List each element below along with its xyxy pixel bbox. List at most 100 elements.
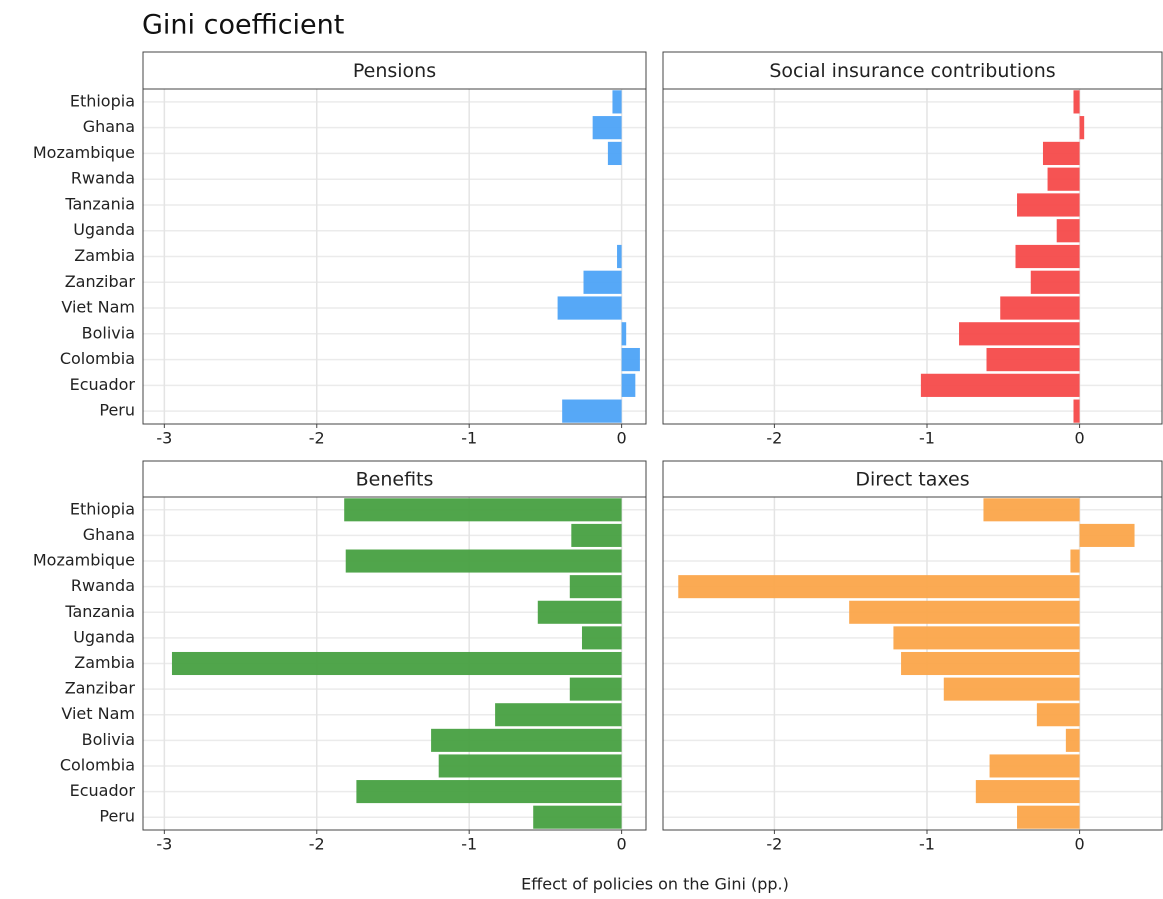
y-tick-label: Mozambique (33, 143, 135, 162)
y-tick-label: Uganda (73, 220, 135, 239)
panel-title: Pensions (353, 60, 436, 82)
bar (356, 780, 622, 804)
y-tick-label: Ghana (83, 525, 135, 544)
x-tick-label: -1 (461, 835, 477, 854)
bar (1073, 399, 1080, 423)
panel-border (142, 496, 647, 831)
panel-border (662, 496, 1163, 831)
y-tick-label: Mozambique (33, 551, 135, 570)
y-tick-label: Viet Nam (61, 704, 135, 723)
y-tick-label: Zanzibar (65, 679, 136, 698)
bar (345, 549, 622, 573)
bar (1017, 805, 1080, 829)
bar (607, 141, 622, 166)
x-tick-label: -2 (309, 835, 325, 854)
bar (533, 805, 622, 829)
bar (557, 296, 622, 320)
bar (617, 244, 622, 269)
y-tick-label: Zanzibar (65, 272, 136, 291)
panel-border (662, 88, 1163, 425)
y-tick-label: Rwanda (71, 576, 135, 595)
bar (562, 399, 622, 423)
bar (1015, 244, 1080, 269)
strip (142, 51, 647, 90)
panel-title: Benefits (356, 469, 434, 491)
strip (662, 51, 1163, 90)
bar (959, 322, 1080, 346)
y-tick-label: Ecuador (70, 781, 136, 800)
bar (171, 651, 622, 676)
x-tick-label: -2 (309, 429, 325, 448)
bar (943, 677, 1080, 701)
y-tick-label: Bolivia (82, 730, 135, 749)
bar (431, 728, 622, 752)
bar (1030, 270, 1080, 294)
bar (678, 575, 1080, 599)
y-tick-label: Zambia (74, 653, 135, 672)
bar (495, 703, 622, 727)
bar (1056, 219, 1080, 243)
x-tick-label: 0 (617, 429, 627, 448)
x-tick-label: -3 (156, 429, 172, 448)
bar (989, 754, 1080, 778)
bar (1079, 116, 1085, 140)
bar (1042, 141, 1080, 166)
y-tick-label: Viet Nam (61, 298, 135, 317)
x-tick-label: -2 (766, 835, 782, 854)
bar (537, 600, 622, 624)
x-tick-label: -1 (461, 429, 477, 448)
x-tick-label: 0 (617, 835, 627, 854)
x-tick-label: -3 (156, 835, 172, 854)
bar (612, 90, 622, 114)
panel-border (142, 88, 647, 425)
chart-title: Gini coefficient (142, 10, 344, 41)
bar (592, 116, 622, 140)
bar (1065, 728, 1080, 752)
bar (1017, 193, 1080, 217)
bar (621, 347, 640, 372)
bar (986, 347, 1080, 372)
x-tick-label: -2 (766, 429, 782, 448)
strip (662, 460, 1163, 498)
y-tick-label: Ecuador (70, 375, 136, 394)
y-tick-label: Ethiopia (70, 499, 135, 518)
bar (344, 498, 622, 522)
bar (1047, 167, 1080, 191)
bar (571, 523, 622, 547)
panel-title: Social insurance contributions (769, 60, 1055, 82)
y-tick-label: Tanzania (64, 194, 135, 213)
y-tick-label: Ghana (83, 117, 135, 136)
bar (849, 600, 1080, 624)
bar (983, 498, 1080, 522)
y-tick-label: Uganda (73, 627, 135, 646)
y-tick-label: Ethiopia (70, 91, 135, 110)
bar (621, 322, 627, 346)
panel-title: Direct taxes (855, 469, 969, 491)
y-tick-label: Tanzania (64, 602, 135, 621)
bar (569, 677, 622, 701)
bar (1070, 549, 1080, 573)
bar (1036, 703, 1080, 727)
y-tick-label: Peru (99, 807, 135, 826)
bar (1079, 523, 1135, 547)
bar (583, 270, 622, 294)
x-tick-label: 0 (1075, 835, 1085, 854)
y-tick-label: Bolivia (82, 323, 135, 342)
bar (893, 626, 1080, 650)
y-tick-label: Rwanda (71, 169, 135, 188)
x-tick-label: 0 (1075, 429, 1085, 448)
bar (569, 575, 622, 599)
y-tick-label: Colombia (60, 755, 135, 774)
bar (438, 754, 622, 778)
x-axis-label: Effect of policies on the Gini (pp.) (521, 875, 789, 894)
bar (901, 651, 1080, 676)
bar (1073, 90, 1080, 114)
bar (581, 626, 622, 650)
y-tick-label: Peru (99, 401, 135, 420)
x-tick-label: -1 (919, 429, 935, 448)
bar (1000, 296, 1080, 320)
y-tick-label: Colombia (60, 349, 135, 368)
bar (920, 373, 1080, 397)
y-tick-label: Zambia (74, 246, 135, 265)
